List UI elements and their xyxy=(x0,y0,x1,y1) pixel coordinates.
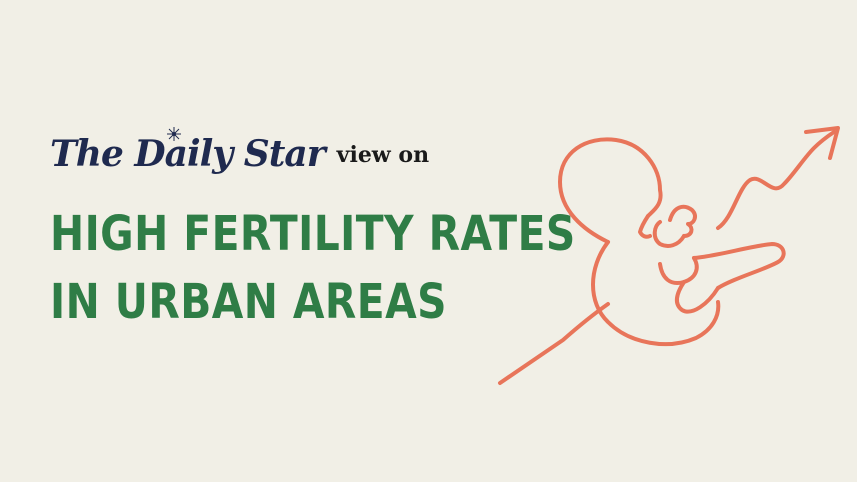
daily-star-logo: The Daily Star xyxy=(50,127,326,175)
fetus-lower-leg xyxy=(675,280,720,314)
fetus-rising-arrow-icon xyxy=(498,126,840,385)
star-icon xyxy=(167,127,181,141)
fetus-face xyxy=(638,214,652,239)
headline-line-1: HIGH FERTILITY RATES xyxy=(50,206,576,262)
fetus-arm xyxy=(652,220,686,248)
headline: HIGH FERTILITY RATES IN URBAN AREAS xyxy=(50,200,576,336)
logo-text: The Daily Star xyxy=(50,133,326,175)
brand-row: The Daily Star view on xyxy=(50,127,430,175)
fetus-head xyxy=(558,137,663,244)
fetus-belly xyxy=(658,256,699,285)
rising-squiggle xyxy=(716,130,836,230)
view-on-label: view on xyxy=(336,142,430,168)
headline-line-2: IN URBAN AREAS xyxy=(50,274,447,331)
fetus-back xyxy=(591,240,721,347)
fetus-hand xyxy=(668,204,697,238)
arrow-head xyxy=(804,126,840,160)
rising-arrow-line xyxy=(498,302,610,385)
fetus-upper-leg xyxy=(692,242,786,290)
